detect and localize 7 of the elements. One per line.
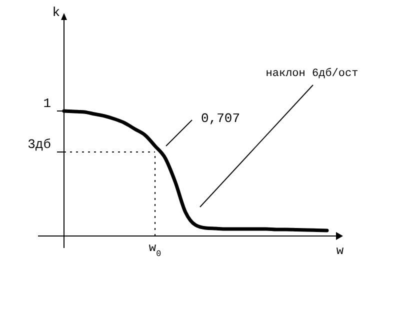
x-axis-title: w — [336, 244, 344, 258]
text: наклон 6дб/ост — [266, 67, 358, 80]
text: w$_{0}$ — [148, 241, 162, 259]
annotation: 0,707 — [201, 111, 240, 126]
text: k — [52, 5, 60, 20]
text: 1 — [43, 96, 52, 111]
text: 3дб — [28, 137, 52, 152]
